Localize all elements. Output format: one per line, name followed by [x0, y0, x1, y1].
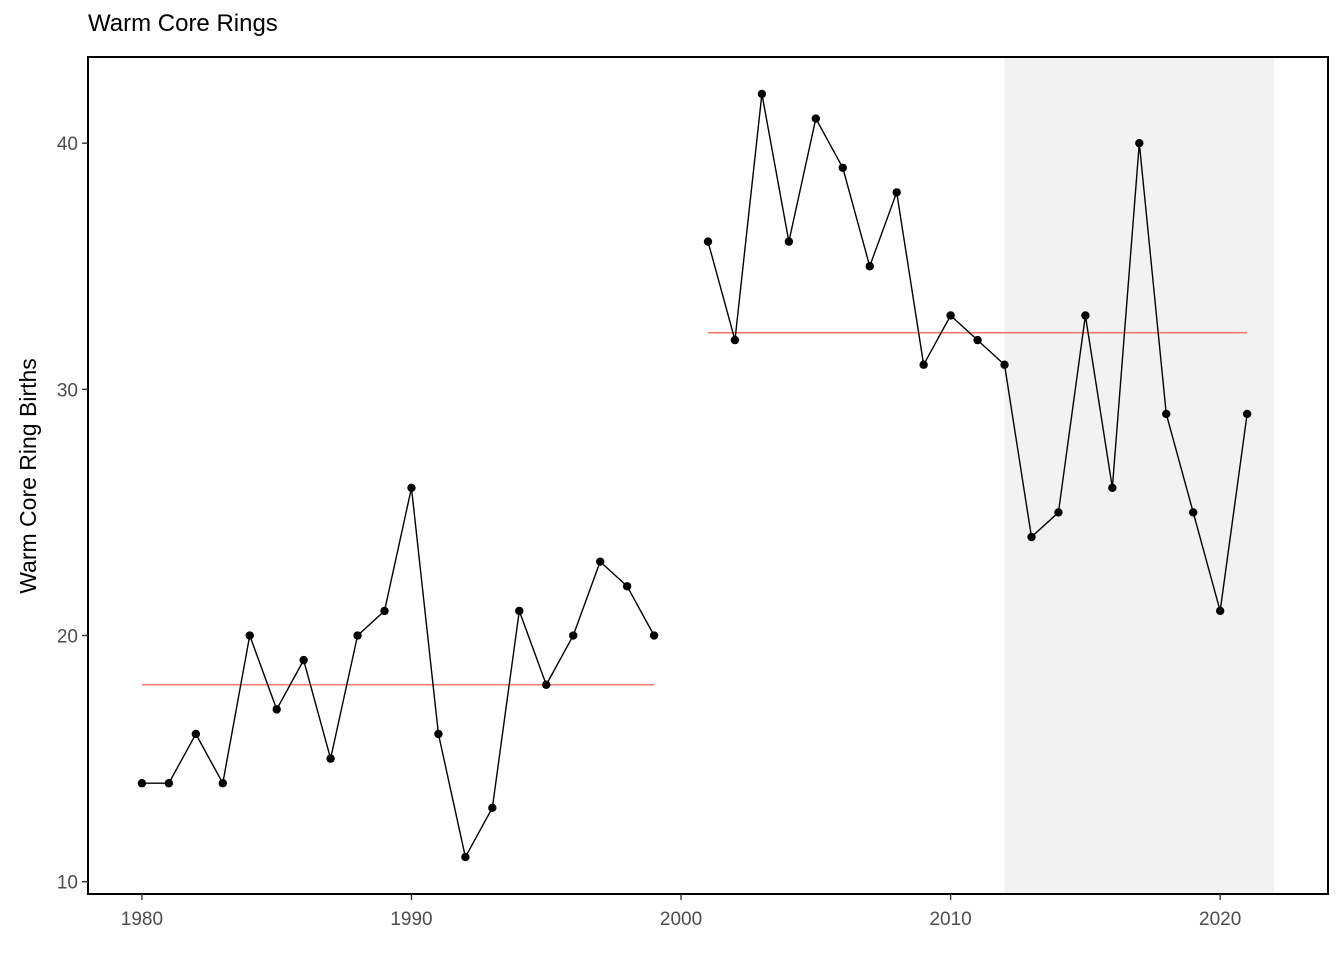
data-points-layer	[137, 89, 1252, 862]
data-point-1996	[569, 631, 578, 640]
data-point-2007	[865, 262, 874, 271]
data-point-2004	[784, 237, 794, 246]
y-axis: 10 20 30 40	[57, 134, 88, 894]
data-point-1997	[595, 557, 605, 566]
data-point-2017	[1135, 138, 1144, 148]
data-point-2012	[1000, 360, 1009, 369]
data-point-1988	[353, 631, 362, 640]
data-point-1986	[299, 655, 308, 665]
x-tick-label-2000: 2000	[660, 909, 702, 930]
data-point-1992	[461, 852, 470, 862]
shaded-region	[1004, 57, 1275, 894]
plot-panel-border	[87, 56, 1329, 895]
data-point-2021	[1242, 409, 1252, 419]
data-point-1994	[515, 606, 524, 616]
x-tick-label-1980: 1980	[121, 909, 163, 930]
data-point-1987	[326, 754, 335, 763]
data-point-1981	[164, 779, 174, 788]
data-point-2010	[946, 311, 955, 320]
x-tick-label-2010: 2010	[929, 909, 971, 930]
data-point-2002	[730, 335, 740, 345]
shaded-region-layer	[1004, 57, 1275, 894]
data-point-2014	[1054, 508, 1063, 517]
data-point-1983	[218, 779, 227, 788]
data-point-1998	[622, 582, 632, 591]
data-point-2003	[757, 89, 767, 99]
data-point-1990	[407, 483, 416, 493]
data-point-2008	[892, 188, 901, 197]
data-point-1995	[542, 680, 551, 689]
y-axis-title: Warm Core Ring Births	[15, 358, 41, 594]
data-point-2013	[1027, 532, 1036, 542]
data-point-2015	[1081, 311, 1090, 320]
data-point-2006	[838, 163, 847, 172]
x-tick-label-1990: 1990	[390, 909, 432, 930]
data-point-1980	[137, 779, 147, 788]
data-point-2020	[1215, 606, 1225, 616]
data-point-2011	[973, 335, 982, 345]
chart-title: Warm Core Rings	[88, 10, 278, 37]
data-point-1993	[488, 803, 497, 813]
data-point-2019	[1189, 508, 1198, 517]
data-point-1985	[272, 705, 281, 714]
x-tick-label-2020: 2020	[1199, 909, 1241, 930]
data-point-1999	[649, 631, 659, 640]
y-tick-label-20: 20	[57, 627, 78, 648]
data-point-2001	[703, 237, 713, 246]
data-point-2016	[1108, 483, 1117, 493]
data-point-1982	[191, 729, 201, 739]
data-point-2005	[811, 114, 821, 123]
y-tick-label-40: 40	[57, 134, 78, 155]
y-tick-label-30: 30	[57, 380, 78, 401]
y-tick-label-10: 10	[57, 873, 78, 894]
data-point-1989	[380, 606, 389, 616]
x-axis: 1980 1990 2000 2010 2020	[121, 894, 1241, 930]
data-point-2018	[1162, 409, 1171, 419]
data-point-2009	[919, 360, 928, 369]
data-point-1984	[245, 631, 254, 640]
mean-lines-layer	[141, 331, 1248, 686]
data-point-1991	[434, 729, 443, 739]
